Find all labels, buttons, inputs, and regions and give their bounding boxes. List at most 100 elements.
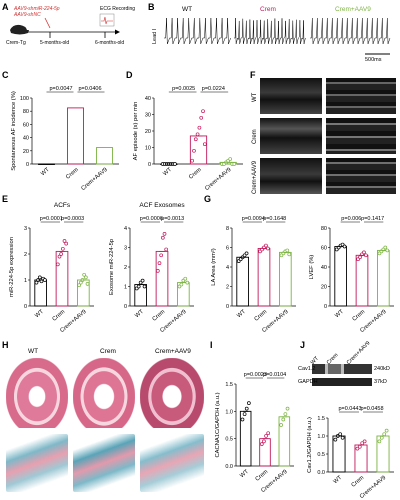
bar-crem	[155, 250, 169, 307]
data-point	[173, 162, 177, 166]
x-tick-label: WT	[334, 309, 345, 320]
data-point	[264, 434, 268, 438]
data-point	[190, 158, 195, 163]
p-value-2: p=0.0003	[61, 216, 84, 222]
panel-h-histology: WT Crem Crem+AAV9	[0, 342, 210, 500]
p-value-1: p=0.006	[341, 216, 361, 222]
ecg-trace-0	[164, 17, 231, 45]
ecg-group-crem: Crem	[260, 6, 276, 13]
bar-crem	[355, 254, 369, 307]
ecg-monitor-icon	[99, 13, 115, 27]
y-tick-label: 20	[321, 285, 327, 291]
x-tick-label: WT	[34, 309, 45, 320]
data-point	[242, 412, 247, 416]
p-value-1: p=0.0025	[172, 86, 195, 92]
data-point	[193, 137, 198, 142]
data-point	[159, 253, 164, 258]
histo-group-wt: WT	[28, 348, 39, 355]
panel-label-f: F	[250, 70, 256, 80]
data-point	[64, 241, 69, 246]
data-point	[140, 278, 145, 283]
p-value-1: p=0.0001	[40, 216, 63, 222]
x-tick-label: Crem	[255, 469, 270, 483]
data-point	[283, 412, 288, 416]
data-point	[285, 248, 290, 253]
bar-cremaav9	[279, 251, 292, 307]
p-value-2: p=0.0406	[78, 86, 101, 92]
chart-e2: ACF Exosomes 0 1 2 3 4 Exosome miR-224-5p WT Cre…	[109, 202, 194, 334]
y-tick-label: 6	[226, 246, 229, 252]
panel-label-e: E	[2, 194, 9, 204]
data-point	[197, 125, 202, 130]
y-tick-label: 40	[23, 136, 29, 142]
data-point	[377, 439, 382, 444]
bar-crem	[257, 248, 271, 307]
chart-title: ACF Exosomes	[139, 202, 185, 209]
data-point	[183, 276, 188, 281]
echo-wt-la	[260, 78, 322, 114]
x-tick-label: Crem	[352, 309, 367, 323]
ecg-trace-1	[234, 17, 306, 45]
data-point	[155, 269, 160, 273]
data-point	[34, 280, 39, 285]
data-point	[195, 132, 200, 137]
histo-masson-wt	[6, 434, 68, 492]
data-point	[37, 275, 42, 280]
blot-label-cav12: Cav1.2	[298, 366, 316, 372]
y-tick-label: 3	[24, 226, 27, 232]
data-point	[333, 437, 338, 442]
data-point	[264, 243, 268, 248]
p-value-1: p=0.0443	[338, 406, 361, 412]
data-point	[244, 406, 249, 411]
data-point	[240, 417, 245, 422]
data-point	[78, 280, 83, 285]
panel-label-d: D	[126, 70, 133, 80]
blot-size-240: 240kD	[374, 366, 390, 372]
bar-cremaav9	[377, 249, 390, 307]
y-tick-label: 80	[23, 109, 29, 115]
data-point	[281, 417, 286, 422]
ecg-group-wt: WT	[182, 6, 193, 13]
data-point	[362, 439, 367, 444]
mouse-icon	[10, 24, 29, 35]
panel-label-j: J	[300, 340, 306, 350]
data-point	[266, 431, 271, 436]
p-value-2: p=0.0013	[161, 216, 184, 222]
data-point	[247, 401, 251, 405]
panel-f-echo: WT Crem Crem+AAV9	[250, 72, 400, 197]
blot-cav12-band	[312, 364, 372, 374]
time2-label: 6-months-old	[95, 40, 125, 46]
data-point	[244, 251, 249, 256]
data-point	[192, 148, 196, 153]
y-axis-label: AF episode (s) per min	[133, 102, 139, 161]
chart-title: ACFs	[54, 202, 71, 209]
echo-wt-lv	[326, 78, 396, 114]
data-point	[77, 283, 81, 288]
data-point	[338, 432, 343, 437]
y-tick-label: 0	[324, 304, 327, 310]
x-tick-label: Crem	[254, 309, 269, 323]
panel-label-i: I	[210, 340, 213, 350]
y-tick-label: 2	[24, 252, 27, 258]
data-point	[383, 245, 388, 250]
y-tick-label: 0	[124, 304, 127, 310]
y-tick-label: 4	[226, 265, 229, 271]
blot-gapdh-band	[312, 378, 372, 386]
data-point	[287, 252, 292, 257]
y-tick-label: 2	[124, 265, 127, 271]
p-value-2: p=0.0104	[263, 372, 286, 378]
x-tick-label: Crem+AAV9	[204, 167, 232, 192]
bar-wt	[334, 246, 347, 307]
histo-he-wt	[6, 358, 68, 428]
x-tick-label: Crem	[152, 309, 167, 323]
data-point	[232, 162, 237, 166]
y-axis-label: CACNA1C/GAPDH (a.u.)	[215, 392, 221, 457]
y-tick-label: 1.0	[225, 409, 233, 415]
echo-label-aav9: Crem+AAV9	[252, 160, 258, 194]
treatment-line2: AAV9-shNC	[14, 12, 41, 18]
bar-cremaav9	[96, 147, 113, 165]
y-tick-label: 40	[145, 96, 151, 102]
panel-label-a: A	[2, 2, 9, 12]
